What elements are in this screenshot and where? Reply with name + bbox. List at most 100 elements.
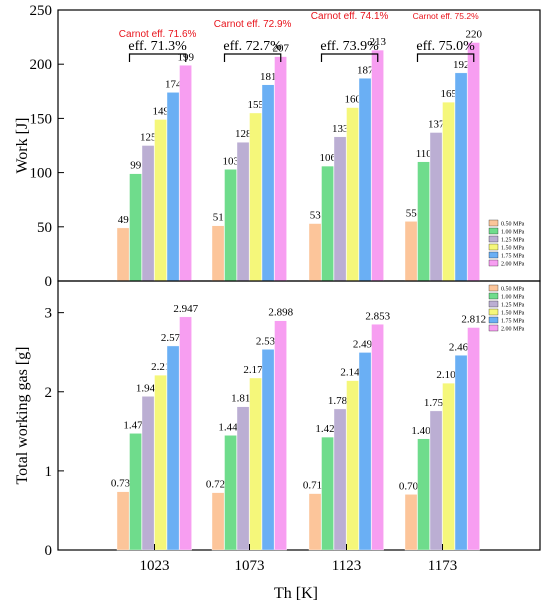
x-tick-label: 1073 [235,558,265,574]
gas-bar [308,493,322,551]
work-bar [166,92,180,282]
x-tick-label: 1173 [428,558,457,574]
efficiency-label: eff. 75.0% [416,39,475,54]
work-bar-value-label: 99 [130,160,142,172]
work-bar-value-label: 106 [320,152,337,164]
gas-plot-frame [57,280,541,551]
efficiency-bracket [416,53,475,62]
work-bar [129,173,142,282]
gas-legend-label: 0.50 MPa [501,287,525,293]
gas-bar-value-label: 2.812 [461,314,486,326]
carnot-efficiency-label: Carnot eff. 71.6% [119,29,197,40]
gas-legend-swatch [488,324,499,332]
work-bar-value-label: 160 [345,94,362,106]
work-bar-value-label: 174 [165,78,182,90]
gas-bar [346,380,359,551]
work-legend-swatch [488,219,499,227]
work-bar-value-label: 137 [428,118,445,130]
work-legend-swatch [488,259,499,267]
work-bar [333,136,347,282]
gas-bar [236,406,250,551]
work-bar-value-label: 187 [357,64,374,76]
gas-bar-value-label: 2.853 [365,310,390,322]
gas-legend-swatch [488,292,499,300]
work-y-tick-label: 250 [30,3,53,19]
x-axis-labels: 1023 1073 1123 1173 [140,544,457,574]
work-bar-value-label: 55 [406,207,418,219]
work-bar [141,145,155,282]
work-y-axis-title: Work [J] [14,117,31,173]
work-bar [371,49,384,282]
work-bar-value-label: 133 [332,123,349,135]
work-legend-label: 1.25 MPa [501,238,525,244]
gas-y-tick-label: 0 [45,543,53,559]
work-bar-value-label: 49 [118,214,130,226]
work-y-tick-label: 0 [45,274,53,290]
work-bar [116,227,130,282]
gas-bar [467,327,480,551]
efficiency-label: eff. 73.9% [320,39,379,54]
gas-bar [224,435,237,551]
gas-bar [274,320,287,551]
work-bar [261,84,275,282]
work-legend-swatch [488,227,499,235]
work-bar-value-label: 149 [153,105,170,117]
gas-bar [333,408,347,551]
work-legend-label: 1.50 MPa [501,246,525,252]
work-bar [236,142,250,282]
gas-legend-swatch [488,316,499,324]
work-bar [179,65,192,282]
work-bar [442,101,455,282]
gas-y-axis-title: Total working gas [g] [14,347,31,485]
work-bar [154,119,167,282]
work-bar [429,132,443,282]
work-legend-label: 1.75 MPa [501,254,525,260]
gas-legend-label: 2.00 MPa [501,327,525,333]
work-bar [417,161,430,282]
work-legend-swatch [488,251,499,259]
gas-y-tick-label: 3 [45,306,53,322]
gas-legend-label: 1.75 MPa [501,319,525,325]
gas-bar [154,374,167,551]
work-bar-value-label: 165 [441,88,458,100]
gas-bar [442,382,455,551]
work-bar-value-label: 220 [466,29,483,41]
gas-legend-swatch [488,284,499,292]
carnot-efficiency-label: Carnot eff. 75.2% [413,11,479,21]
efficiency-label: eff. 71.3% [128,39,187,54]
gas-bar [404,494,418,551]
work-legend-label: 2.00 MPa [501,262,525,268]
gas-bar [321,436,334,551]
work-bar-value-label: 181 [260,71,277,83]
gas-legend-label: 1.25 MPa [501,303,525,309]
efficiency-label: eff. 72.7% [223,39,282,54]
work-bar-value-label: 213 [370,36,387,48]
work-panel: 0 50 100 150 200 250 Work [J] 49 51 53 55 99 103 106 1… [14,3,541,290]
efficiency-bracket [128,53,187,62]
gas-bar [454,355,468,551]
work-bar [249,112,262,282]
work-bar-value-label: 128 [235,128,252,140]
work-bar [211,225,225,282]
work-bar-value-label: 103 [223,155,240,167]
x-tick-label: 1023 [140,558,170,574]
carnot-efficiency-label: Carnot eff. 74.1% [311,11,389,22]
work-bar-value-label: 125 [140,132,157,144]
gas-bar [166,345,180,551]
work-legend-label: 0.50 MPa [501,222,525,228]
gas-bar [141,396,155,551]
carnot-efficiency-label: Carnot eff. 72.9% [214,19,292,30]
work-bar [308,223,322,282]
work-bar [467,42,480,282]
gas-bar [179,316,192,551]
gas-bar [116,491,130,551]
gas-bar-value-label: 2.898 [268,307,293,319]
gas-bar [429,410,443,551]
gas-legend-label: 1.50 MPa [501,311,525,317]
gas-bar [211,492,225,551]
work-y-tick-label: 100 [30,166,53,182]
work-bar [404,221,418,282]
work-legend-swatch [488,243,499,251]
